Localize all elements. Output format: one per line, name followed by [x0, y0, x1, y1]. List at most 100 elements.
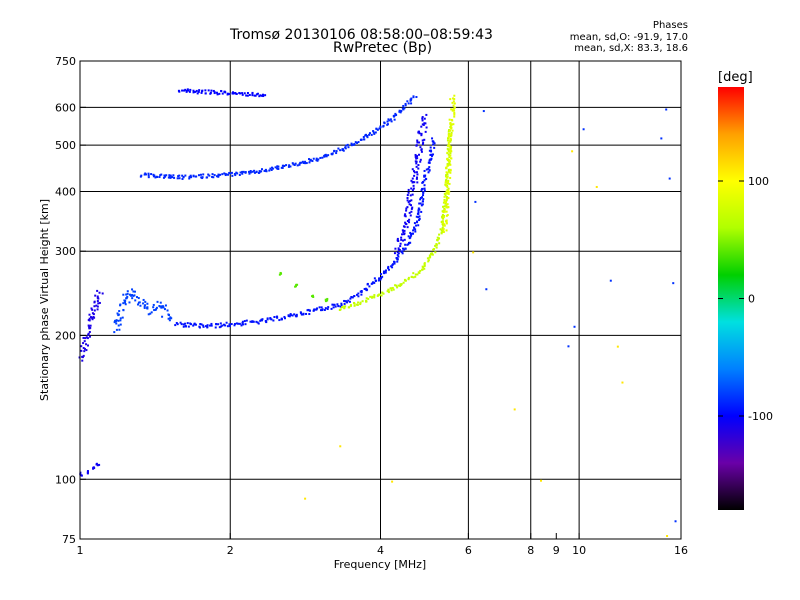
- data-point: [453, 115, 456, 118]
- data-point: [449, 163, 452, 166]
- data-point: [422, 194, 425, 197]
- data-point: [415, 177, 418, 180]
- data-point: [450, 134, 453, 137]
- data-point: [208, 174, 211, 177]
- data-point: [283, 164, 286, 167]
- data-point: [261, 318, 264, 321]
- data-point: [423, 122, 426, 125]
- data-point: [446, 181, 449, 184]
- data-point: [204, 89, 207, 92]
- data-point: [401, 252, 404, 255]
- data-point: [448, 161, 451, 164]
- data-point: [450, 126, 453, 129]
- data-point: [425, 126, 428, 129]
- data-point: [296, 164, 299, 167]
- data-point: [177, 89, 180, 92]
- data-point: [291, 162, 294, 165]
- data-point: [412, 276, 415, 279]
- data-point: [407, 188, 410, 191]
- data-point: [260, 168, 263, 171]
- data-point: [445, 222, 448, 225]
- data-point: [432, 153, 435, 156]
- data-point: [92, 313, 95, 316]
- data-point: [427, 260, 430, 263]
- data-point: [415, 215, 418, 218]
- data-point: [357, 301, 360, 304]
- data-point: [447, 130, 450, 133]
- data-point: [448, 182, 451, 185]
- data-point: [241, 92, 244, 95]
- data-point: [326, 299, 329, 302]
- data-point: [381, 275, 384, 278]
- data-point: [101, 292, 104, 295]
- data-point: [359, 301, 362, 304]
- data-point: [118, 328, 121, 331]
- data-point: [219, 325, 222, 328]
- data-point: [435, 243, 438, 246]
- data-point: [447, 159, 450, 162]
- data-point: [219, 322, 222, 325]
- data-point: [202, 324, 205, 327]
- data-point: [332, 306, 335, 309]
- data-point: [207, 173, 210, 176]
- data-point: [443, 210, 446, 213]
- data-point: [188, 177, 191, 180]
- data-point: [373, 132, 376, 135]
- data-point: [298, 163, 301, 166]
- data-point: [94, 294, 97, 297]
- data-point: [401, 229, 404, 232]
- data-point: [347, 146, 350, 149]
- data-point: [349, 297, 352, 300]
- data-point: [446, 186, 449, 189]
- data-point: [360, 138, 363, 141]
- data-point: [306, 309, 309, 312]
- data-point: [416, 273, 419, 276]
- data-point: [440, 232, 443, 235]
- data-point: [178, 177, 181, 180]
- data-point: [168, 314, 171, 317]
- data-point: [366, 134, 369, 137]
- data-point: [420, 210, 423, 213]
- data-point: [372, 131, 375, 134]
- data-point: [294, 162, 297, 165]
- data-point: [231, 91, 234, 94]
- data-point: [399, 245, 402, 248]
- data-point: [300, 312, 303, 315]
- data-point: [86, 470, 89, 473]
- data-point: [423, 138, 426, 141]
- data-point: [411, 206, 414, 209]
- data-point: [276, 316, 279, 319]
- data-point: [452, 107, 455, 110]
- data-point: [666, 535, 669, 538]
- data-point: [414, 273, 417, 276]
- data-point: [221, 173, 224, 176]
- data-point: [186, 88, 189, 91]
- data-point: [251, 94, 254, 97]
- data-point: [416, 212, 419, 215]
- x-tick-label: 4: [377, 544, 384, 557]
- data-point: [95, 463, 98, 466]
- data-point: [196, 92, 199, 95]
- data-point: [258, 95, 261, 98]
- data-point: [421, 203, 424, 206]
- data-point: [416, 155, 419, 158]
- data-point: [137, 301, 140, 304]
- data-point: [294, 285, 297, 288]
- data-point: [448, 160, 451, 163]
- data-point: [448, 149, 451, 152]
- data-point: [373, 281, 376, 284]
- data-point: [412, 95, 415, 98]
- data-point: [387, 118, 390, 121]
- data-point: [144, 300, 147, 303]
- data-point: [231, 174, 234, 177]
- data-point: [339, 305, 342, 308]
- data-point: [446, 197, 449, 200]
- data-point: [406, 100, 409, 103]
- data-point: [124, 303, 127, 306]
- data-point: [159, 301, 162, 304]
- data-point: [427, 171, 430, 174]
- data-point: [143, 306, 146, 309]
- data-point: [445, 190, 448, 193]
- data-point: [453, 112, 456, 115]
- data-point: [413, 226, 416, 229]
